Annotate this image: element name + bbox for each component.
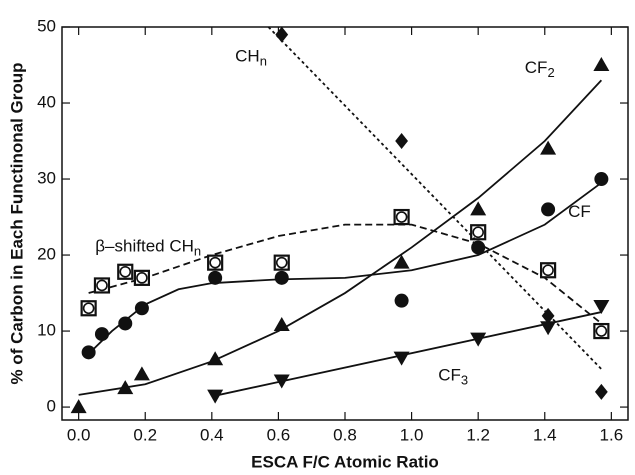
x-tick-label: 1.0 [400,425,424,444]
series-name: CF [568,203,591,222]
point-circle [542,264,554,277]
y-tick-label: 50 [37,16,56,35]
point [94,327,109,342]
point [273,374,290,389]
point [133,269,151,286]
point [133,366,150,381]
point [470,332,487,347]
point [117,263,134,280]
x-tick-label: 0.4 [200,425,224,444]
series-subscript: 3 [461,373,468,388]
point-circle [82,302,95,315]
point-circle [119,265,132,278]
y-tick-label: 0 [47,397,56,416]
x-axis-title: ESCA F/C Atomic Ratio [251,452,439,471]
y-tick-label: 30 [37,169,56,188]
series-label: β–shifted CHn [95,237,201,259]
point [81,345,96,360]
point [470,224,487,241]
x-tick-label: 1.2 [466,425,490,444]
point [393,351,410,366]
point [207,351,224,366]
point [273,254,290,271]
point [118,316,133,331]
point [275,26,289,43]
point [470,201,487,216]
plot-frame [61,26,629,421]
point [134,301,149,316]
series-label: CF2 [525,58,555,80]
series-subscript: n [260,54,267,69]
point-circle [96,279,108,292]
point [594,383,608,400]
point [208,270,223,285]
fit-curve [88,223,602,325]
point [540,321,557,336]
point [394,293,409,308]
point [70,399,87,414]
series-name: β–shifted CH [95,237,194,256]
series-name: CF [438,366,461,385]
point [93,277,111,294]
series-name: CF [525,58,548,77]
y-tick-label: 40 [37,92,56,111]
point-circle [136,272,148,284]
series-subscript: 2 [547,65,554,80]
point-circle [275,256,288,269]
point [540,140,557,155]
series-name: CH [235,47,260,66]
point-circle [472,226,484,239]
series-subscript: n [194,244,201,259]
point [541,202,556,217]
series-label: CF [568,203,591,222]
point [593,322,610,340]
x-tick-label: 0.2 [133,425,157,444]
point [393,254,410,269]
point [117,380,134,395]
point [594,172,609,187]
point [541,307,555,324]
y-tick-label: 10 [37,321,56,340]
point-circle [395,211,408,223]
point [273,316,290,331]
x-tick-label: 0.0 [67,425,91,444]
point-circle [209,256,221,269]
series-label: CHn [235,47,267,69]
x-tick-label: 0.8 [333,425,357,444]
x-tick-label: 1.4 [533,425,557,444]
series-label: CF3 [438,366,468,388]
point [393,208,410,226]
point [207,254,224,271]
x-tick-label: 1.6 [600,425,624,444]
x-tick-label: 0.6 [267,425,291,444]
fit-curve [78,79,603,396]
point [80,300,97,317]
point [471,240,486,255]
point [539,262,557,279]
y-axis-title: % of Carbon in Each Functinonal Group [7,62,26,384]
point [207,389,224,404]
point [395,133,408,150]
point [274,270,289,285]
y-tick-label: 20 [37,245,56,264]
point [593,299,610,314]
point [593,57,610,72]
point-circle [595,325,608,337]
